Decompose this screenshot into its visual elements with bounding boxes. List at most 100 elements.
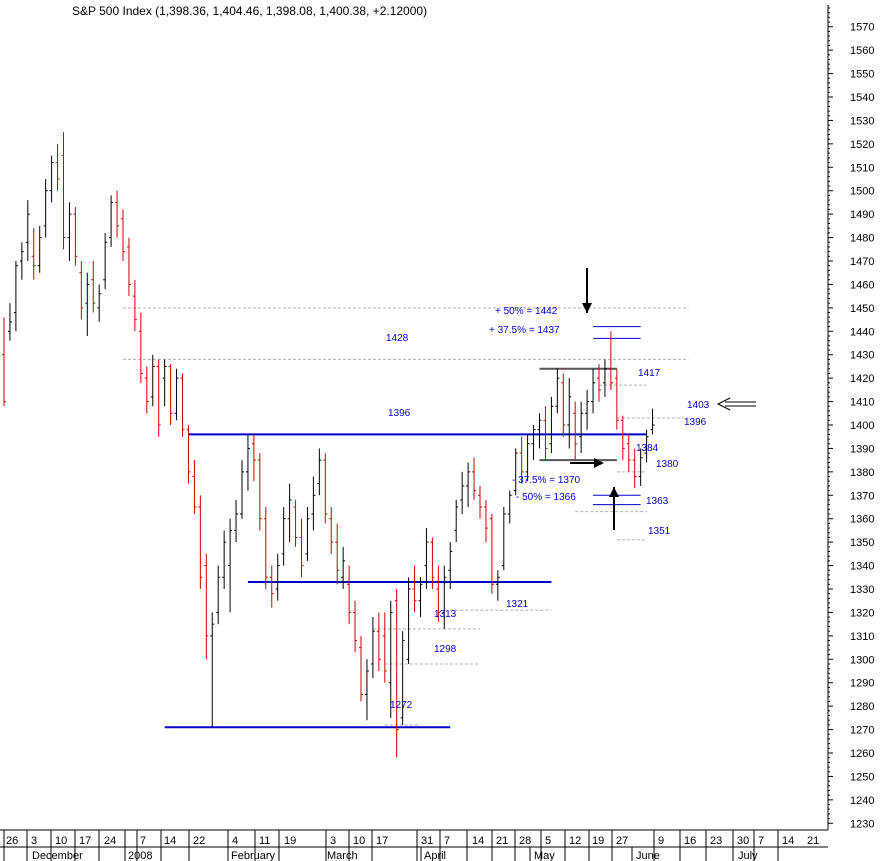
x-day-label: 9 <box>658 835 664 847</box>
y-tick-label: 1320 <box>850 607 874 619</box>
up-arrow-head <box>609 487 619 497</box>
x-day-label: 17 <box>79 835 91 847</box>
y-tick-label: 1370 <box>850 490 874 502</box>
y-tick-label: 1310 <box>850 631 874 643</box>
x-day-label: 11 <box>259 835 270 847</box>
x-day-label: 7 <box>444 835 450 847</box>
x-day-label: 3 <box>330 835 336 847</box>
y-tick-label: 1240 <box>850 795 874 807</box>
x-month-label: June <box>636 850 660 861</box>
annotation-label: 1313 <box>434 609 457 620</box>
annotation-label: + 37.5% = 1437 <box>489 325 560 336</box>
x-day-label: 19 <box>284 835 296 847</box>
y-tick-label: 1420 <box>850 373 874 385</box>
x-month-label: May <box>534 850 555 861</box>
price-bars <box>2 132 655 758</box>
x-day-label: 22 <box>193 835 205 847</box>
y-tick-label: 1300 <box>850 654 874 666</box>
annotation-label: 1384 <box>636 443 659 454</box>
annotation-label: 1380 <box>656 459 679 470</box>
arrows <box>570 268 756 530</box>
x-day-label: 23 <box>710 835 722 847</box>
y-tick-label: 1350 <box>850 537 874 549</box>
left-arrow-head <box>716 397 731 411</box>
y-tick-label: 1230 <box>850 818 874 830</box>
y-tick-label: 1250 <box>850 771 874 783</box>
annotation-label: + 50% = 1442 <box>495 306 558 317</box>
y-tick-label: 1520 <box>850 139 874 151</box>
y-tick-label: 1430 <box>850 350 874 362</box>
y-tick-label: 1290 <box>850 678 874 690</box>
annotation-label: 1403 <box>687 400 710 411</box>
y-tick-label: 1550 <box>850 69 874 81</box>
annotation-label: 1417 <box>638 368 661 379</box>
annotation-label: - 37.5% = 1370 <box>512 475 581 486</box>
annotation-label: 1396 <box>684 417 707 428</box>
x-day-label: 7 <box>758 835 764 847</box>
y-tick-label: 1260 <box>850 748 874 760</box>
y-tick-label: 1390 <box>850 443 874 455</box>
down-arrow-head <box>582 303 592 313</box>
x-day-label: 30 <box>737 835 749 847</box>
x-day-label: 21 <box>807 835 819 847</box>
x-day-label: 14 <box>164 835 176 847</box>
y-tick-label: 1540 <box>850 92 874 104</box>
x-month-label: March <box>327 850 358 861</box>
annotation-label: 1396 <box>388 408 411 419</box>
x-day-label: 10 <box>353 835 365 847</box>
annotation-label: - 50% = 1366 <box>516 492 576 503</box>
y-tick-label: 1490 <box>850 209 874 221</box>
trend-lines <box>164 326 647 729</box>
y-tick-label: 1560 <box>850 45 874 57</box>
x-day-label: 24 <box>104 835 116 847</box>
x-day-label: 21 <box>496 835 508 847</box>
y-tick-label: 1570 <box>850 22 874 34</box>
y-tick-label: 1280 <box>850 701 874 713</box>
y-tick-label: 1330 <box>850 584 874 596</box>
x-month-label: February <box>231 850 276 861</box>
y-tick-label: 1440 <box>850 326 874 338</box>
y-axis: 1230 1240 1250 1260 1270 1280 1290 1300 1310 1320… <box>827 5 874 830</box>
x-day-label: 14 <box>782 835 794 847</box>
x-day-label: 19 <box>592 835 604 847</box>
annotation-label: 1351 <box>648 526 671 537</box>
x-day-label: 31 <box>421 835 433 847</box>
x-day-label: 7 <box>140 835 146 847</box>
x-month-label: April <box>424 850 446 861</box>
annotation-label: 1363 <box>646 496 669 507</box>
chart-title: S&P 500 Index (1,398.36, 1,404.46, 1,398… <box>72 4 427 18</box>
x-day-label: 27 <box>616 835 628 847</box>
y-tick-label: 1380 <box>850 467 874 479</box>
y-tick-label: 1270 <box>850 725 874 737</box>
annotation-label: 1321 <box>506 599 529 610</box>
x-month-label: July <box>738 850 758 861</box>
x-day-label: 17 <box>376 835 388 847</box>
x-month-label: December <box>32 850 83 861</box>
x-axis: 26 3 10 17 24 7 14 22 4 11 19 3 10 17 31 7 14 21 28 5 12 19 27… <box>0 829 828 861</box>
x-day-label: 10 <box>55 835 67 847</box>
annotation-label: 1428 <box>386 333 409 344</box>
y-tick-label: 1360 <box>850 514 874 526</box>
x-day-label: 12 <box>569 835 581 847</box>
y-tick-label: 1480 <box>850 233 874 245</box>
y-tick-label: 1470 <box>850 256 874 268</box>
x-day-label: 16 <box>684 835 696 847</box>
x-day-label: 4 <box>232 835 238 847</box>
annotation-label: 1272 <box>390 700 413 711</box>
y-tick-label: 1340 <box>850 561 874 573</box>
right-arrow-head <box>594 458 604 468</box>
x-day-label: 26 <box>6 835 18 847</box>
y-tick-label: 1450 <box>850 303 874 315</box>
y-tick-label: 1410 <box>850 397 874 409</box>
annotation-label: 1298 <box>434 644 457 655</box>
y-tick-label: 1460 <box>850 279 874 291</box>
y-tick-label: 1400 <box>850 420 874 432</box>
y-tick-label: 1510 <box>850 162 874 174</box>
x-day-label: 3 <box>31 835 37 847</box>
x-day-label: 14 <box>472 835 484 847</box>
annotations: 1428 1396 1417 1403 1396 1384 1380 1363 1351 1321… <box>386 306 710 711</box>
y-tick-label: 1500 <box>850 186 874 198</box>
x-month-label: 2008 <box>128 850 152 861</box>
